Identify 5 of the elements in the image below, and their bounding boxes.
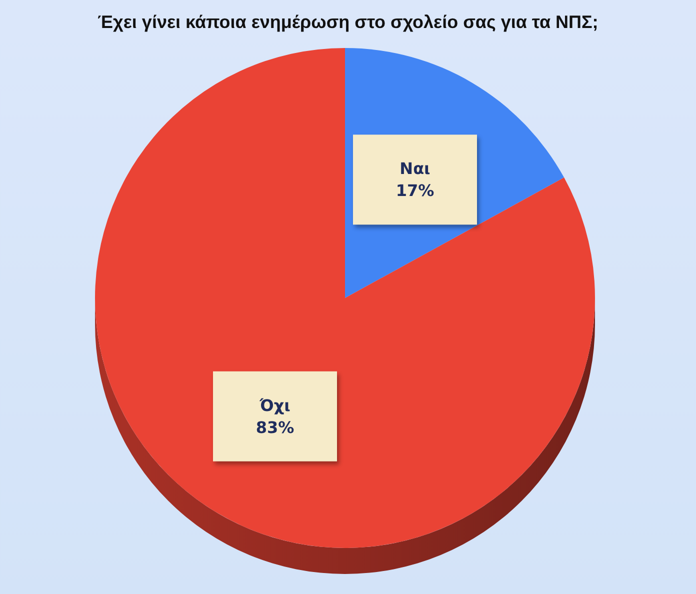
data-label: 83% <box>256 418 294 437</box>
slice-label: Όχι <box>258 396 290 415</box>
slice-label: Ναι <box>400 159 430 178</box>
data-label: 17% <box>396 181 434 200</box>
chart-title: Έχει γίνει κάποια ενημέρωση στο σχολείο σας για τα ΝΠΣ; <box>98 12 598 32</box>
